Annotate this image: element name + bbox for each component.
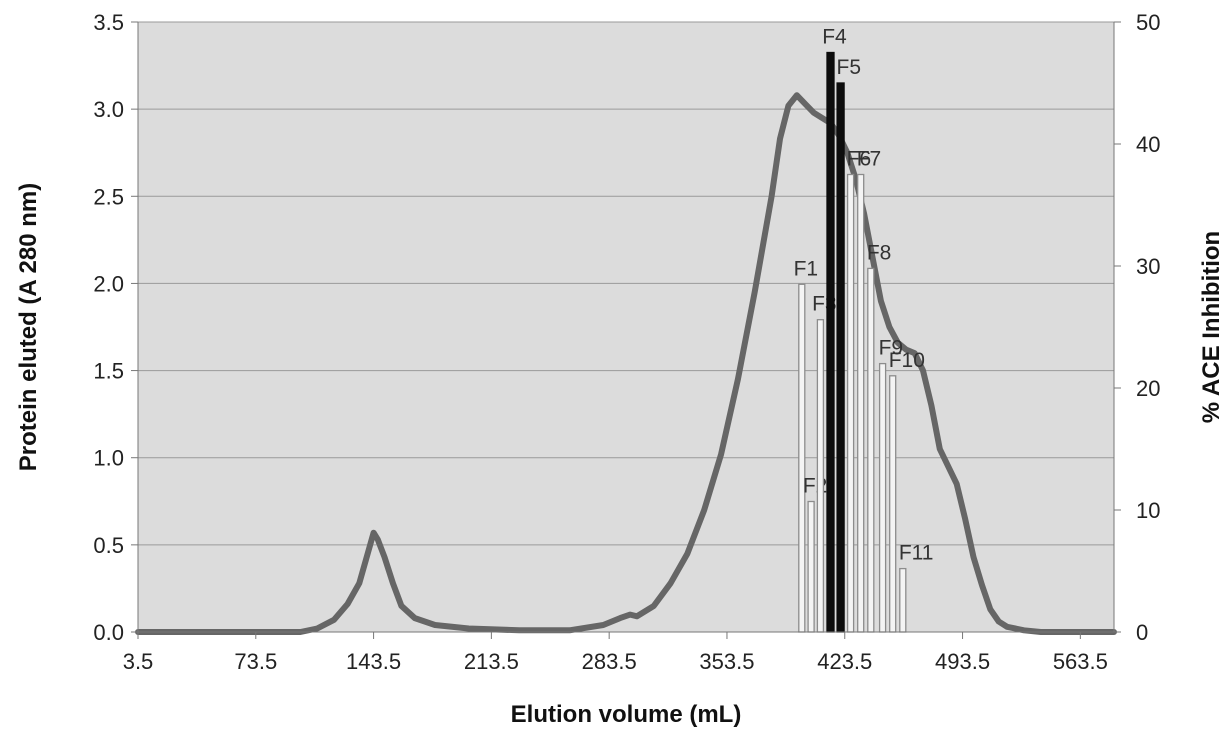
x-tick-label: 3.5 [123, 649, 154, 674]
y2-tick-label: 20 [1136, 376, 1160, 401]
bar-label-f10: F10 [889, 349, 925, 372]
y2-tick-label: 10 [1136, 498, 1160, 523]
bar-f5 [836, 82, 845, 633]
y-tick-label: 1.5 [93, 359, 124, 384]
x-tick-label: 213.5 [464, 649, 519, 674]
bar-label-f9: F9 [879, 337, 904, 360]
y-tick-label: 3.0 [93, 97, 124, 122]
bar-label-f11: F11 [899, 542, 934, 565]
y2-tick-label: 0 [1136, 620, 1148, 645]
bar-f1 [798, 283, 806, 633]
y2-tick-label: 40 [1136, 132, 1160, 157]
x-tick-label: 73.5 [234, 649, 277, 674]
x-tick-label: 143.5 [346, 649, 401, 674]
protein-elution-series [135, 92, 1117, 635]
x-tick-label: 353.5 [699, 649, 754, 674]
bar-f6 [846, 173, 855, 633]
protein-elution-line [135, 92, 1117, 635]
bar-f11 [899, 567, 907, 633]
x-tick-label: 423.5 [817, 649, 872, 674]
y2-axis-title: % ACE Inhibition [1198, 231, 1225, 423]
x-axis-title: Elution volume (mL) [511, 701, 742, 728]
y-tick-label: 2.5 [93, 184, 124, 209]
y-tick-label: 3.5 [93, 10, 124, 35]
x-tick-label: 563.5 [1053, 649, 1108, 674]
bar-label-f8: F8 [867, 241, 892, 264]
bar-f4 [826, 51, 835, 633]
y-tick-label: 0.0 [93, 620, 124, 645]
x-tick-label: 493.5 [935, 649, 990, 674]
x-tick-label: 283.5 [582, 649, 637, 674]
bar-f8 [867, 267, 875, 633]
axes: 0.0 0.5 1.0 1.5 2.0 2.5 3.0 3.5 0 10 20 30 40 50 3.5 73… [93, 10, 1160, 674]
bar-label-f1: F1 [794, 257, 819, 280]
bar-f3 [816, 319, 825, 633]
bar-f10 [889, 375, 897, 633]
bar-f7 [857, 173, 865, 633]
y2-tick-label: 30 [1136, 254, 1160, 279]
y-tick-label: 2.0 [93, 271, 124, 296]
bar-label-f5: F5 [837, 56, 862, 79]
bar-label-f4: F4 [822, 26, 847, 49]
bar-f2 [807, 500, 815, 633]
bar-label-f6: F6 [847, 148, 872, 171]
bar-f9 [878, 362, 887, 633]
y-tick-label: 0.5 [93, 533, 124, 558]
y-tick-label: 1.0 [93, 446, 124, 471]
bar-label-f7: F7 [857, 148, 882, 171]
y2-tick-label: 50 [1136, 10, 1160, 35]
y-axis-title: Protein eluted (A 280 nm) [15, 183, 42, 472]
plot-area [138, 22, 1114, 632]
